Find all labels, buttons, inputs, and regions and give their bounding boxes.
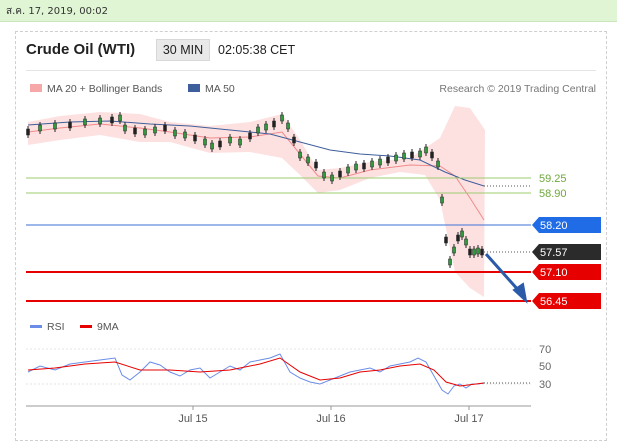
candle-body [468,248,472,256]
level-tag-57-10 [532,264,601,280]
level-label-57-10: 57.10 [540,267,568,279]
candle-body [330,174,334,182]
candle-body [298,151,302,159]
candle-body [452,246,456,254]
candle-body [430,151,434,159]
candle-body [472,248,476,256]
candle-body [143,128,147,136]
candle-body [440,196,444,204]
candle-body [53,122,57,130]
candle-body [306,156,310,164]
instrument-title: Crude Oil (WTI) [26,41,136,58]
candle-body [183,131,187,139]
candle-body [38,124,42,132]
candle-body [228,136,232,144]
level-label-59-25: 59.25 [539,173,567,185]
candle-body [238,138,242,146]
ma50-legend-swatch [188,84,200,92]
x-tick-jul15: Jul 15 [178,413,207,425]
candle-body [153,126,157,134]
candle-body [286,122,290,130]
header-divider [26,70,596,71]
candle-body [418,150,422,158]
candle-body [110,116,114,124]
candle-body [83,118,87,126]
candle-body [464,238,468,246]
candle-body [460,230,464,238]
candle-body [354,163,358,171]
candle-body [118,114,122,122]
candle-body [280,114,284,122]
candle-body [218,140,222,148]
candle-body [272,120,276,128]
x-tick-jul16: Jul 16 [316,413,345,425]
ma20-legend-label: MA 20 + Bollinger Bands [47,83,162,95]
source-credit: Research © 2019 Trading Central [439,83,596,95]
level-tag-58-20 [532,217,601,233]
candle-body [346,166,350,174]
candle-body [203,138,207,146]
candle-body [436,160,440,168]
candle-body [210,142,214,150]
chart-time: 02:05:38 CET [218,43,296,57]
level-label-58-20: 58.20 [540,220,568,232]
current-price-label: 57.57 [540,247,568,259]
candle-body [173,129,177,137]
candle-body [448,258,452,266]
rsi-tick-30: 30 [539,379,551,391]
candle-body [98,117,102,125]
candle-body [193,134,197,142]
chart-panel [15,31,607,441]
candle-body [26,128,30,136]
rsi-tick-50: 50 [539,361,551,373]
candle-body [378,158,382,166]
candle-body [256,126,260,134]
candles [26,112,484,268]
candle-body [322,171,326,179]
candle-body [338,170,342,178]
level-label-56-45: 56.45 [540,296,568,308]
candle-body [68,121,72,129]
x-tick-jul17: Jul 17 [454,413,483,425]
candle-body [264,123,268,131]
candle-body [163,124,167,132]
date-stamp: ส.ค. 17, 2019, 00:02 [6,6,109,17]
ma9-legend-label: 9MA [97,321,119,333]
candle-body [402,152,406,160]
ma50-legend-label: MA 50 [205,83,235,95]
bollinger-band [28,106,485,297]
candle-body [314,161,318,169]
candle-body [394,154,398,162]
rsi-tick-70: 70 [539,344,551,356]
date-bar: ส.ค. 17, 2019, 00:02 [0,0,617,22]
candle-body [456,234,460,242]
candle-body [123,124,127,132]
candle-body [410,151,414,159]
rsi-legend-label: RSI [47,321,65,333]
ma9-legend-swatch [80,325,92,328]
candle-body [444,236,448,244]
current-price-tag [532,244,601,260]
forecast-arrowhead [512,282,528,304]
level-tag-56-45 [532,293,601,309]
candle-body [476,247,480,255]
candle-body [480,248,484,256]
candle-body [292,136,296,144]
rsi-ma-line [27,357,485,387]
ma20-legend-swatch [30,84,42,92]
candle-body [248,132,252,140]
rsi-legend-swatch [30,325,42,328]
forecast-arrow-shaft [484,252,522,294]
candle-body [386,156,390,164]
rsi-line [27,353,485,395]
candle-body [370,160,374,168]
candle-body [133,127,137,135]
interval-button[interactable]: 30 MIN [156,39,210,61]
ma50-line [27,120,485,187]
candle-body [362,162,366,170]
level-label-58-90: 58.90 [539,188,567,200]
candle-body [424,146,428,154]
